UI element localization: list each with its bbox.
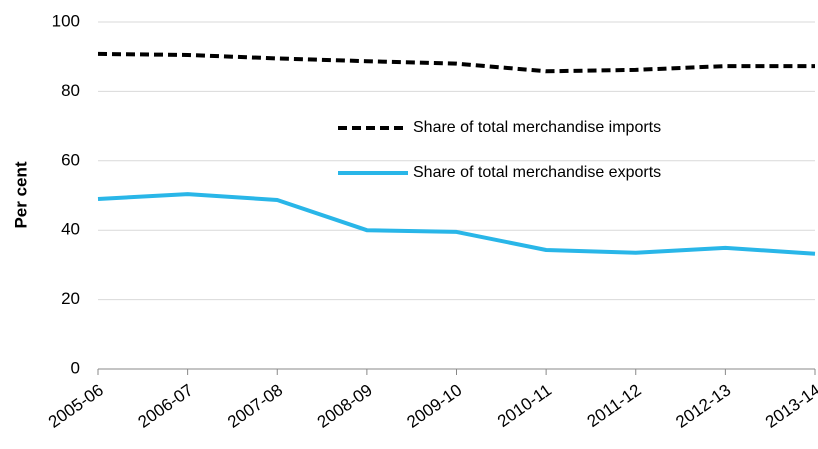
x-tick-label: 2006-07 <box>134 380 196 431</box>
x-tick-label: 2007-08 <box>224 380 286 431</box>
series-line <box>97 192 816 256</box>
x-tick-label: 2009-10 <box>403 380 465 431</box>
y-axis-label: Per cent <box>11 161 30 228</box>
y-tick-label: 100 <box>52 11 80 30</box>
x-tick-label: 2010-11 <box>494 380 555 431</box>
y-tick-label: 80 <box>61 81 80 100</box>
y-tick-label: 40 <box>61 220 80 239</box>
x-tick-label: 2005-06 <box>45 380 107 431</box>
x-tick-label: 2012-13 <box>672 380 734 431</box>
y-tick-label: 0 <box>71 358 80 377</box>
y-tick-label: 20 <box>61 289 80 308</box>
y-tick-label: 60 <box>61 150 80 169</box>
x-tick-label: 2013-14 <box>762 380 818 431</box>
legend-label: Share of total merchandise exports <box>413 164 661 181</box>
x-tick-label: 2008-09 <box>314 380 376 431</box>
legend-label: Share of total merchandise imports <box>413 119 661 136</box>
series-line <box>97 51 815 74</box>
x-tick-label: 2011-12 <box>584 380 645 431</box>
